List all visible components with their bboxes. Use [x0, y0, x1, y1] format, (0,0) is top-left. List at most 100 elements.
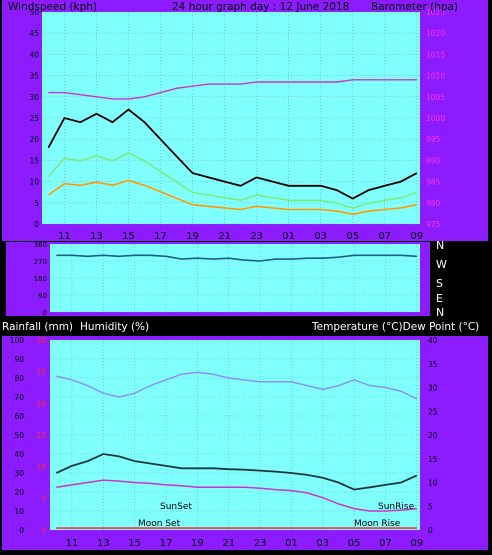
- moonrise-label: Moon Rise: [354, 519, 401, 529]
- temperature-tick-label: 35: [428, 360, 438, 369]
- barometer-tick-label: 980: [426, 199, 441, 208]
- wind-tick-label: 10: [29, 178, 39, 187]
- temperature-tick-label: 10: [428, 479, 438, 488]
- wind-axis-title: Windspeed (kph): [8, 1, 97, 13]
- barometer-tick-label: 990: [426, 156, 441, 165]
- time-label-top: 17: [154, 231, 167, 242]
- humidity-tick-label: 90: [14, 355, 24, 364]
- time-label-bottom: 01: [285, 538, 298, 549]
- moonset-label: Moon Set: [138, 519, 181, 529]
- rainfall-axis-title: Rainfall (mm): [2, 321, 73, 333]
- direction-tick-label: 90: [38, 292, 47, 300]
- humidity-tick-label: 50: [14, 431, 24, 440]
- humidity-tick-label: 70: [14, 393, 24, 402]
- time-label-bottom: 21: [222, 538, 235, 549]
- wind-light-line: [47, 152, 418, 210]
- wind-y-ticks: 0 5 10 15 20 25 30 35 40 45 50: [29, 8, 39, 229]
- rain-y-ticks: 0 5 10 15 20 25 30: [36, 336, 46, 535]
- time-label-top: 21: [218, 231, 231, 242]
- direction-tick-label: 360: [34, 241, 47, 249]
- sunset-label: SunSet: [160, 502, 192, 512]
- sunrise-label: SunRise: [378, 502, 415, 512]
- barometer-tick-label: 995: [426, 135, 441, 144]
- direction-tick-label: 270: [34, 258, 47, 266]
- time-label-bottom: 19: [191, 538, 204, 549]
- barometer-tick-label: 1000: [426, 114, 445, 123]
- time-label-top: 03: [314, 231, 327, 242]
- wind-tick-label: 25: [29, 114, 39, 123]
- humidity-tick-label: 100: [10, 336, 25, 345]
- time-label-bottom: 15: [128, 538, 141, 549]
- wind-tick-label: 50: [29, 8, 39, 17]
- rain-tick-label: 10: [36, 463, 46, 472]
- wind-tick-label: 0: [34, 220, 39, 229]
- time-label-bottom: 05: [348, 538, 361, 549]
- windspeed-line: [47, 108, 418, 200]
- barometer-y-ticks: 975 980 985 990 995 1000 1005 1010 1015 1020 1025: [426, 8, 445, 229]
- wind-tick-label: 5: [34, 199, 39, 208]
- time-label-top: 15: [122, 231, 135, 242]
- wind-tick-label: 40: [29, 50, 39, 59]
- rain-tick-label: 20: [36, 399, 46, 408]
- direction-plot-area: [50, 244, 420, 312]
- direction-series: [56, 254, 417, 262]
- dew-point-line: [56, 479, 417, 512]
- barometer-tick-label: 1020: [426, 29, 445, 38]
- time-label-top: 13: [90, 231, 103, 242]
- humidity-line: [56, 371, 418, 400]
- temperature-tick-label: 25: [428, 407, 438, 416]
- humidity-tick-label: 40: [14, 450, 24, 459]
- wind-tick-label: 30: [29, 93, 39, 102]
- barometer-axis-title: Barometer (hpa): [371, 1, 458, 13]
- wind-tick-label: 45: [29, 29, 39, 38]
- rain-tick-label: 15: [36, 431, 46, 440]
- humidity-y-ticks: 0 10 20 30 40 50 60 70 80 90 100: [10, 336, 25, 535]
- compass-north-top: N: [436, 239, 444, 252]
- wind-tick-label: 15: [29, 156, 39, 165]
- wind-series: [47, 79, 418, 216]
- temp-series: [55, 371, 418, 529]
- direction-tick-label: 180: [34, 275, 47, 283]
- time-label-top: 05: [346, 231, 359, 242]
- time-label-bottom: 11: [66, 538, 79, 549]
- time-label-top: 19: [186, 231, 199, 242]
- direction-y-ticks: 0 90 180 270 360: [34, 241, 47, 317]
- chart-title: 24 hour graph day : 12 June 2018: [172, 1, 349, 13]
- time-label-bottom: 17: [160, 538, 173, 549]
- wind-average-line: [47, 179, 417, 216]
- time-label-bottom: 09: [410, 538, 423, 549]
- time-label-top: 11: [58, 231, 71, 242]
- time-axis-labels: 11 11 13 13 15 15 17 17 19 19 21 21 23 23 01 01 03 03 05 05…: [58, 231, 423, 549]
- humidity-tick-label: 20: [14, 488, 24, 497]
- wind-tick-label: 20: [29, 135, 39, 144]
- direction-chart: 0 90 180 270 360: [34, 241, 420, 317]
- humidity-tick-label: 10: [14, 507, 24, 516]
- barometer-tick-label: 975: [426, 220, 441, 229]
- time-label-top: 01: [282, 231, 295, 242]
- temperature-tick-label: 40: [428, 336, 438, 345]
- humidity-axis-title: Humidity (%): [80, 321, 149, 333]
- rain-tick-label: 5: [41, 494, 46, 503]
- direction-tick-label: 0: [43, 309, 47, 317]
- wind-direction-line: [56, 254, 417, 262]
- temperature-tick-label: 15: [428, 455, 438, 464]
- wind-tick-label: 35: [29, 72, 39, 81]
- humidity-tick-label: 30: [14, 469, 24, 478]
- temperature-line: [55, 453, 418, 491]
- barometer-tick-label: 1005: [426, 93, 445, 102]
- compass-east: E: [436, 292, 443, 305]
- humidity-tick-label: 60: [14, 412, 24, 421]
- compass-north-bottom: N: [436, 306, 444, 319]
- temp-chart: 0 10 20 30 40 50 60 70 80 90 100 0 5 10 15 20 25 30 0 5 10…: [10, 336, 438, 535]
- humidity-tick-label: 80: [14, 374, 24, 383]
- rain-tick-label: 25: [36, 368, 46, 377]
- rain-tick-label: 30: [36, 336, 46, 345]
- barometer-tick-label: 1015: [426, 50, 445, 59]
- temperature-tick-label: 0: [428, 526, 433, 535]
- time-label-top: 23: [250, 231, 263, 242]
- time-label-bottom: 23: [254, 538, 267, 549]
- temp-plot-area: [50, 340, 420, 530]
- temperature-y-ticks: 0 5 10 15 20 25 30 35 40: [428, 336, 438, 535]
